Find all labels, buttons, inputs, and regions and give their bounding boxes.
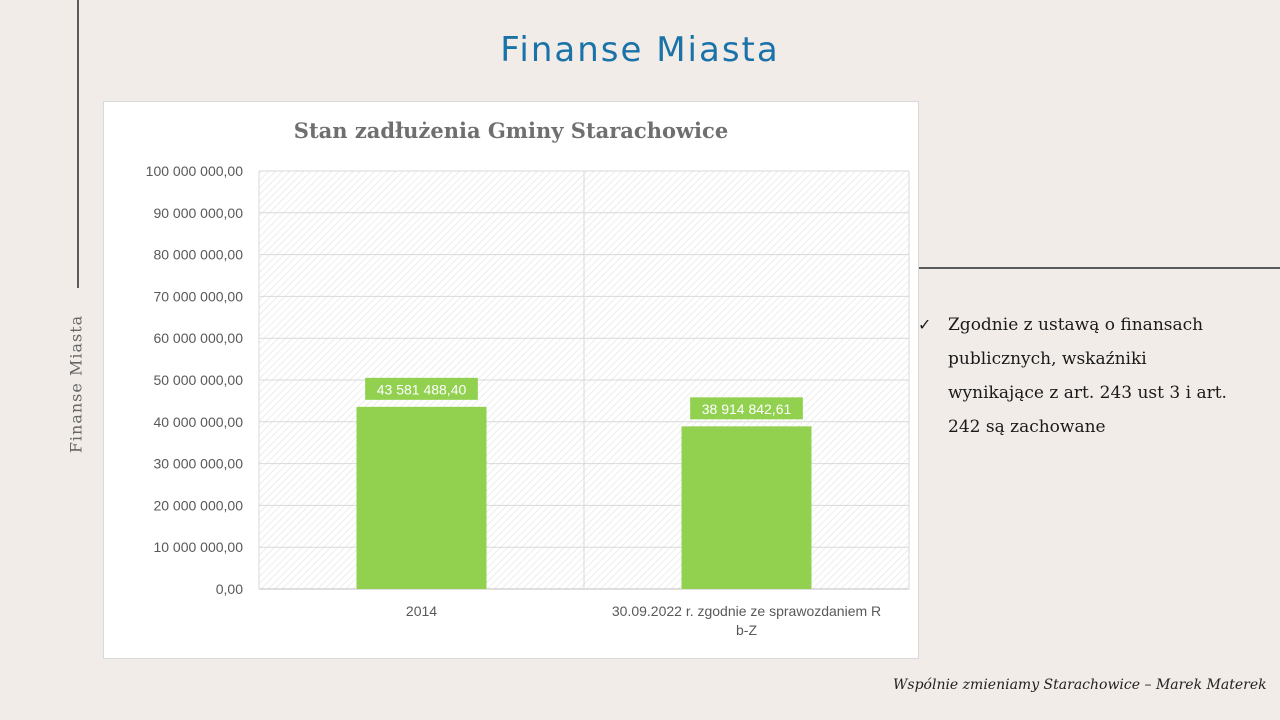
y-tick-label: 10 000 000,00 xyxy=(153,539,243,555)
left-divider-line xyxy=(77,0,79,288)
data-label-background xyxy=(365,377,478,400)
bar xyxy=(681,426,812,589)
chart-container: Stan zadłużenia Gminy Starachowice 0,00 1… xyxy=(103,101,919,659)
debt-bar-chart: Stan zadłużenia Gminy Starachowice 0,00 1… xyxy=(146,118,910,638)
data-label: 38 914 842,61 xyxy=(702,401,792,417)
y-tick-label: 20 000 000,00 xyxy=(153,497,243,513)
y-tick-label: 40 000 000,00 xyxy=(153,414,243,430)
x-tick-label: 30.09.2022 r. zgodnie ze sprawozdaniem R… xyxy=(612,603,881,638)
y-tick-label: 70 000 000,00 xyxy=(153,288,243,304)
compliance-note: ✓ Zgodnie z ustawą o finansach publiczny… xyxy=(918,308,1248,444)
bar xyxy=(356,406,487,589)
page-title: Finanse Miasta xyxy=(500,30,780,70)
y-tick-label: 0,00 xyxy=(216,581,243,597)
y-tick-label: 30 000 000,00 xyxy=(153,456,243,472)
data-label-background xyxy=(690,397,803,420)
side-title: Finanse Miasta xyxy=(66,314,86,454)
y-tick-label: 80 000 000,00 xyxy=(153,247,243,263)
chart-title: Stan zadłużenia Gminy Starachowice xyxy=(294,118,728,143)
compliance-note-text: Zgodnie z ustawą o finansach publicznych… xyxy=(948,315,1227,437)
y-tick-label: 100 000 000,00 xyxy=(146,163,244,179)
y-tick-label: 50 000 000,00 xyxy=(153,372,243,388)
data-label: 43 581 488,40 xyxy=(377,381,467,397)
footer-signature: Wspólnie zmieniamy Starachowice – Marek … xyxy=(893,677,1267,693)
right-divider-line xyxy=(919,267,1280,269)
y-tick-label: 90 000 000,00 xyxy=(153,205,243,221)
checkmark-icon: ✓ xyxy=(918,315,932,334)
y-tick-label: 60 000 000,00 xyxy=(153,330,243,346)
x-tick-label: 2014 xyxy=(406,603,437,619)
